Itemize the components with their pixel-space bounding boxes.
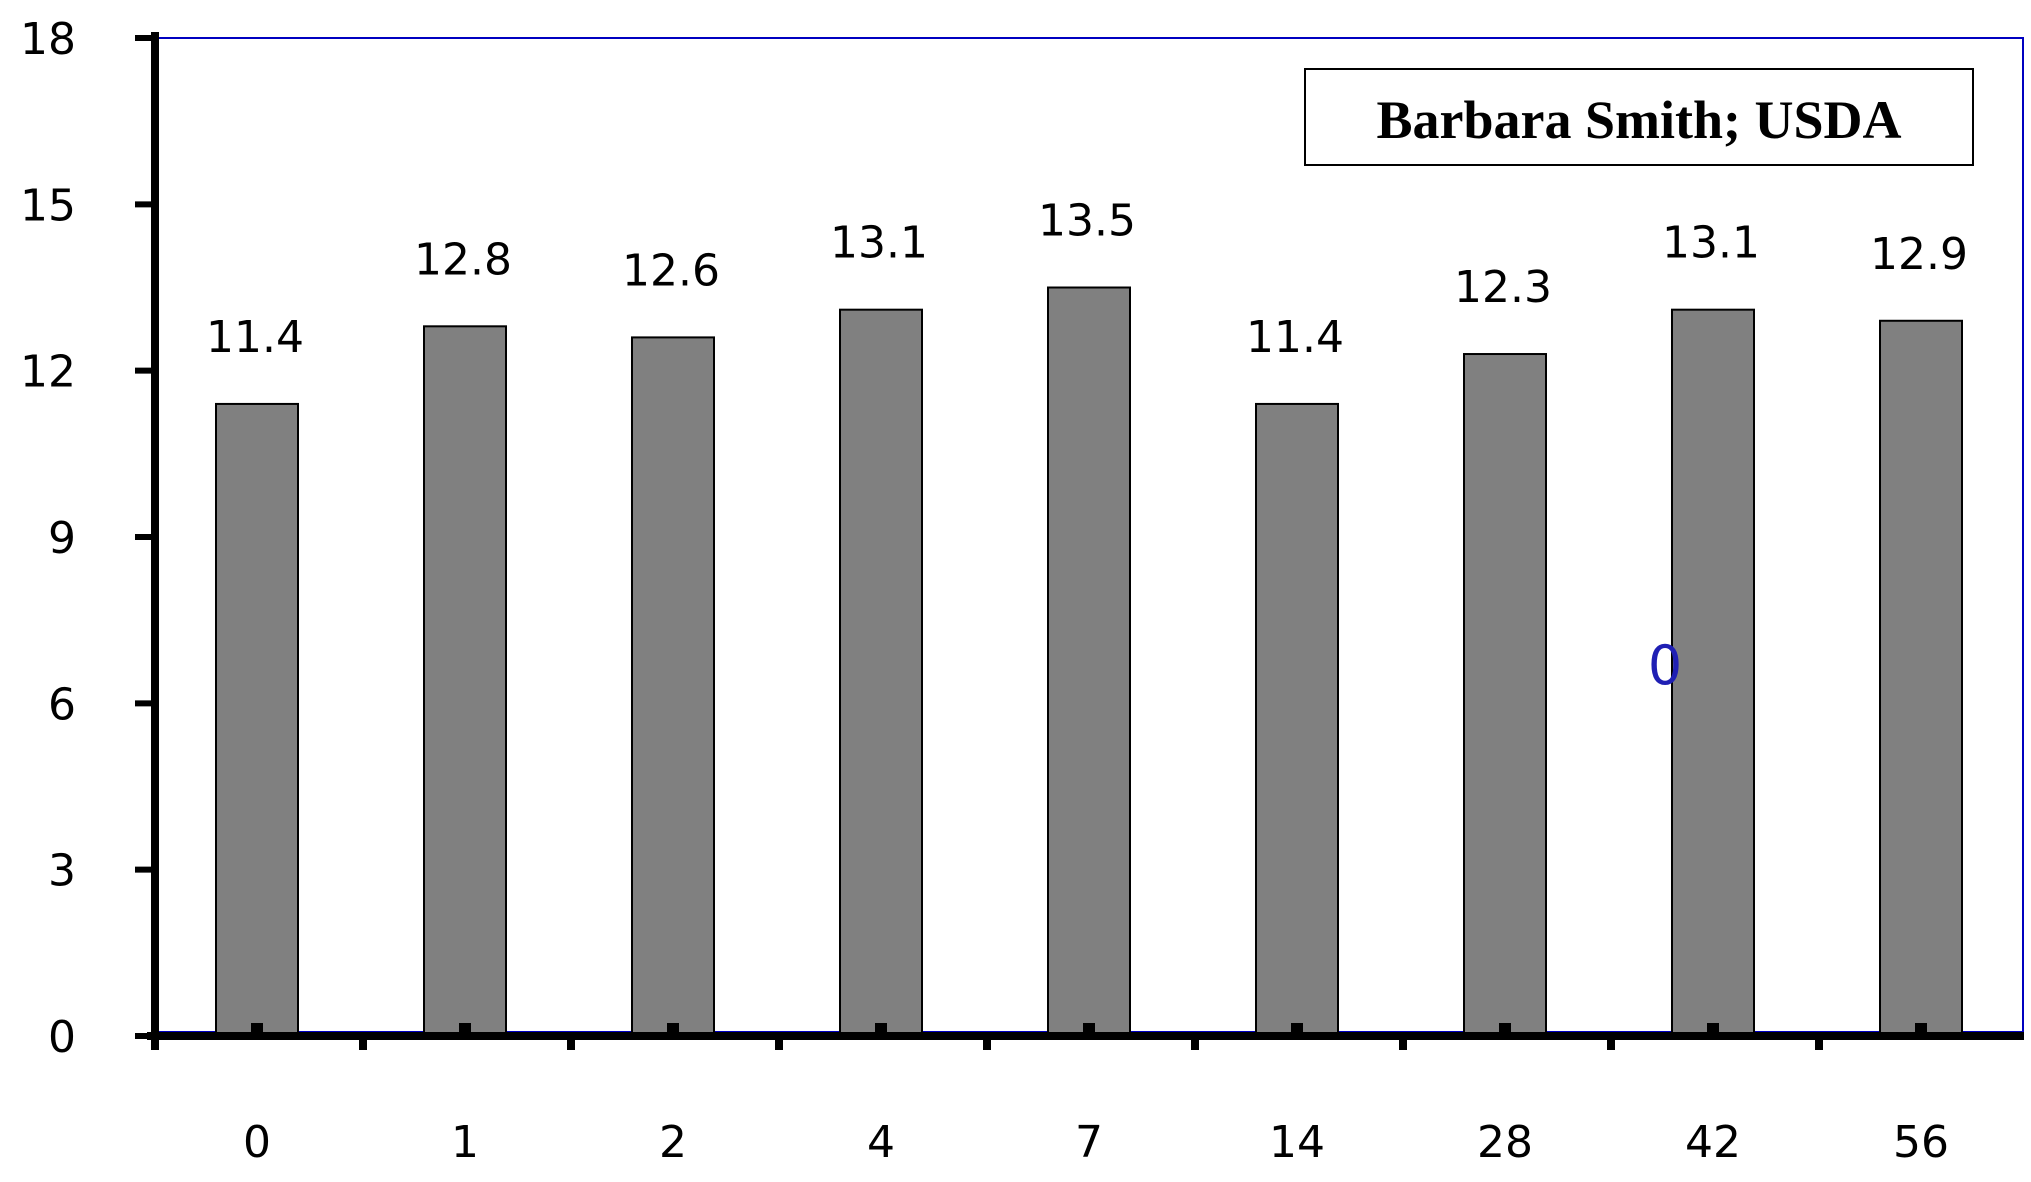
y-tick-label-0: 0 bbox=[48, 1012, 76, 1063]
data-label-1: 12.8 bbox=[414, 234, 512, 285]
x-tick-label-56: 56 bbox=[1893, 1117, 1949, 1168]
x-tick-label-4: 4 bbox=[867, 1117, 895, 1168]
bar-42 bbox=[1671, 308, 1755, 1037]
x-tick-label-1: 1 bbox=[451, 1117, 479, 1168]
data-label-28: 12.3 bbox=[1454, 262, 1552, 313]
data-label-4: 13.1 bbox=[830, 218, 928, 269]
credit-box bbox=[1304, 68, 1974, 166]
x-ticks-group bbox=[151, 1036, 1823, 1050]
bar-14 bbox=[1255, 402, 1339, 1037]
y-tick-label-18: 18 bbox=[20, 14, 76, 65]
bar-1 bbox=[423, 325, 507, 1037]
bar-56 bbox=[1879, 319, 1963, 1037]
bar-0 bbox=[215, 402, 299, 1037]
bar-4 bbox=[839, 308, 923, 1037]
x-tick-label-2: 2 bbox=[659, 1117, 687, 1168]
y-tick-label-12: 12 bbox=[20, 347, 76, 398]
category-labels-group: 0 1 2 4 7 14 28 42 56 bbox=[243, 1117, 1949, 1168]
bar-28 bbox=[1463, 353, 1547, 1037]
x-tick-label-42: 42 bbox=[1685, 1117, 1741, 1168]
bars-group bbox=[215, 286, 1963, 1037]
x-tick-label-28: 28 bbox=[1477, 1117, 1533, 1168]
data-label-42: 13.1 bbox=[1662, 218, 1760, 269]
bar-7 bbox=[1047, 286, 1131, 1037]
bar-2 bbox=[631, 336, 715, 1037]
data-labels-group: 11.4 12.8 12.6 13.1 13.5 11.4 12.3 13.1 12.9 bbox=[206, 196, 1968, 363]
data-label-2: 12.6 bbox=[622, 245, 720, 296]
stray-value-label: 0 bbox=[1648, 634, 1682, 697]
y-tick-label-15: 15 bbox=[20, 180, 76, 231]
x-tick-label-7: 7 bbox=[1075, 1117, 1103, 1168]
credit-annotation: Barbara Smith; USDA bbox=[1304, 68, 1974, 166]
y-ticks-group: 0 3 6 9 12 15 18 bbox=[20, 14, 155, 1063]
x-tick-label-0: 0 bbox=[243, 1117, 271, 1168]
y-tick-label-9: 9 bbox=[48, 513, 76, 564]
y-tick-label-6: 6 bbox=[48, 679, 76, 730]
data-label-14: 11.4 bbox=[1246, 312, 1344, 363]
data-label-7: 13.5 bbox=[1038, 196, 1136, 247]
x-tick-label-14: 14 bbox=[1269, 1117, 1325, 1168]
data-label-0: 11.4 bbox=[206, 312, 304, 363]
y-tick-label-3: 3 bbox=[48, 846, 76, 897]
data-label-56: 12.9 bbox=[1870, 229, 1968, 280]
credit-text: Barbara Smith; USDA bbox=[1376, 90, 1901, 150]
